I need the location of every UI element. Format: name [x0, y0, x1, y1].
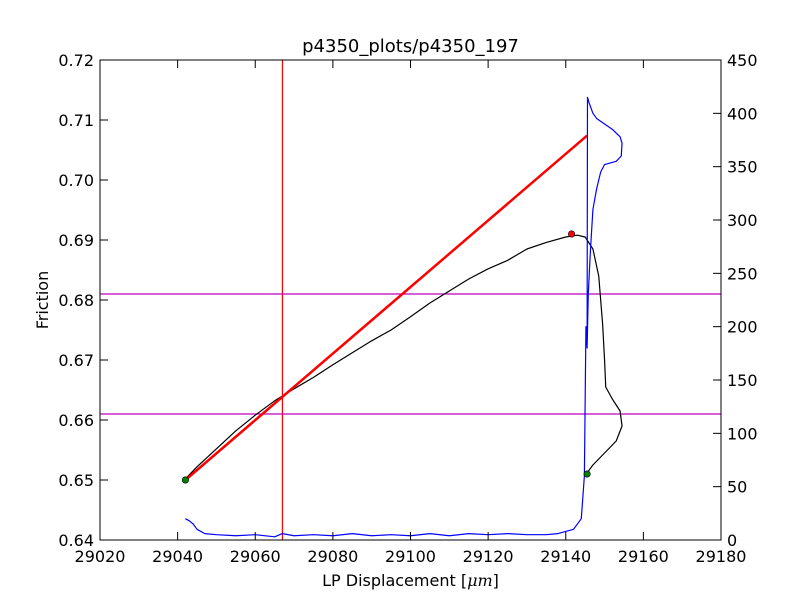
data-marker-1 [181, 476, 189, 484]
y-tick-label: 0.67 [58, 351, 94, 370]
right-axis-series-line [185, 96, 623, 538]
y-tick-label: 0.68 [58, 291, 94, 310]
y-tick-label: 0.70 [58, 171, 94, 190]
y2-tick-label: 150 [727, 371, 758, 390]
x-axis-label: LP Displacement [μm] [322, 571, 499, 590]
data-marker-2 [583, 470, 591, 478]
plot-layers [100, 60, 721, 540]
x-tick-label: 29060 [230, 547, 281, 566]
y2-tick-label: 100 [727, 424, 758, 443]
x-axis-unit: μm [467, 571, 493, 590]
y2-tick-label: 50 [727, 478, 747, 497]
x-tick-label: 29140 [540, 547, 591, 566]
y2-tick-label: 450 [727, 51, 758, 70]
y-tick-label: 0.64 [58, 531, 94, 550]
x-tick-label: 29180 [696, 547, 747, 566]
axis-ticks: 29020 29040 29060 29080 29100 29120 29140 29160… [58, 51, 757, 566]
x-tick-label: 29120 [463, 547, 514, 566]
fit-series-line [184, 134, 588, 481]
x-tick-label: 29080 [307, 547, 358, 566]
x-tick-label: 29100 [385, 547, 436, 566]
x-tick-label: 29160 [618, 547, 669, 566]
x-axis-label-text: LP Displacement [ [322, 571, 467, 590]
x-tick-label: 29040 [152, 547, 203, 566]
y-tick-label: 0.71 [58, 111, 94, 130]
chart-title: p4350_plots/p4350_197 [302, 36, 519, 57]
y2-tick-label: 0 [727, 531, 737, 550]
x-axis-label-close: ] [493, 571, 499, 590]
y2-tick-label: 300 [727, 211, 758, 230]
y2-tick-label: 250 [727, 264, 758, 283]
y-tick-label: 0.72 [58, 51, 94, 70]
y-axis-label: Friction [33, 271, 52, 330]
data-marker-3 [568, 230, 576, 238]
y2-tick-label: 350 [727, 158, 758, 177]
y-tick-label: 0.69 [58, 231, 94, 250]
y-tick-label: 0.66 [58, 411, 94, 430]
y2-tick-label: 200 [727, 318, 758, 337]
y2-tick-label: 400 [727, 104, 758, 123]
x-tick-label: 29020 [75, 547, 126, 566]
y-tick-label: 0.65 [58, 471, 94, 490]
